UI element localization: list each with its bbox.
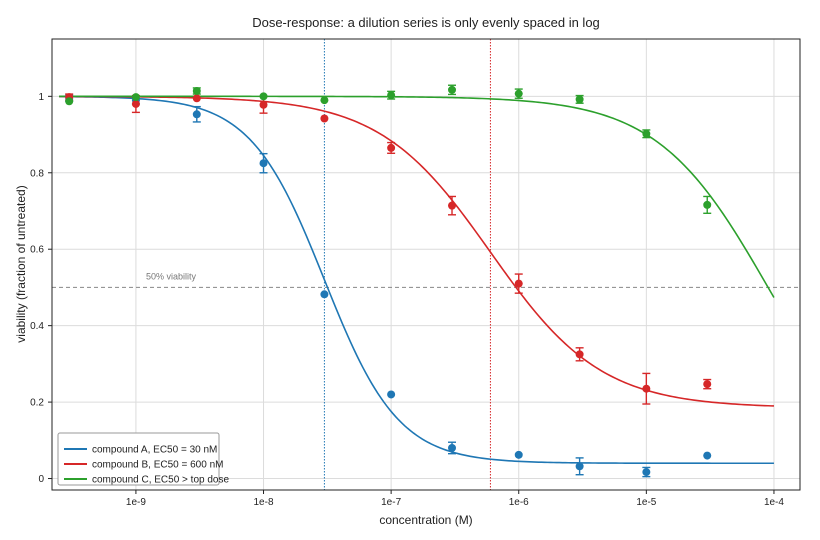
y-tick-label: 0: [38, 474, 44, 485]
data-point-series-2: [320, 96, 329, 105]
legend-box: [57, 432, 220, 486]
fit-curve-series-2: [59, 95, 775, 298]
legend-entry-0: compound A, EC50 = 30 nM: [92, 445, 217, 456]
x-tick-label: 1e-7: [381, 497, 401, 508]
legend-entry-2: compound C, EC50 > top dose: [92, 475, 229, 486]
data-point-series-2: [192, 86, 201, 95]
y-tick-label: 0.6: [30, 245, 44, 256]
data-point-series-1: [448, 201, 457, 210]
grid: [52, 39, 800, 490]
x-axis-label: concentration (M): [379, 513, 472, 527]
data-point-series-2: [259, 92, 268, 101]
data-point-series-2: [448, 85, 457, 94]
fit-curves: [59, 95, 775, 465]
data-point-series-0: [642, 468, 651, 477]
x-tick-label: 1e-8: [254, 497, 274, 508]
data-point-series-2: [65, 97, 74, 106]
data-point-series-1: [575, 350, 584, 359]
reference-lines: 50% viability: [52, 39, 800, 490]
y-axis-label: viability (fraction of untreated): [14, 185, 28, 342]
data-point-series-0: [387, 390, 396, 399]
data-point-series-0: [448, 443, 457, 452]
y-axis-ticks: 0 0.2 0.4 0.6 0.8 1: [30, 92, 52, 485]
fit-curve-series-0: [59, 95, 774, 465]
data-point-series-1: [259, 100, 268, 109]
data-point-series-2: [575, 95, 584, 104]
data-point-series-1: [642, 384, 651, 393]
data-point-series-1: [192, 94, 201, 103]
data-point-series-2: [703, 200, 712, 209]
data-point-series-1: [131, 99, 140, 108]
data-point-series-2: [642, 129, 651, 138]
y-tick-label: 0.8: [30, 168, 44, 179]
data-point-series-2: [514, 89, 523, 98]
data-point-series-0: [514, 450, 523, 459]
data-points: [65, 85, 712, 477]
x-axis-ticks: 1e-9 1e-8 1e-7 1e-6 1e-5 1e-4: [126, 490, 784, 508]
data-point-series-0: [575, 462, 584, 471]
fit-curve-series-1: [59, 95, 774, 407]
plot-frame: [51, 38, 801, 491]
y-tick-label: 0.2: [30, 398, 44, 409]
data-point-series-0: [192, 110, 201, 119]
x-tick-label: 1e-6: [509, 497, 529, 508]
x-tick-label: 1e-9: [126, 497, 146, 508]
data-point-series-2: [387, 91, 396, 100]
legend: compound A, EC50 = 30 nM compound B, EC50…: [57, 432, 229, 486]
y-tick-label: 0.4: [30, 321, 44, 332]
fifty-percent-label: 50% viability: [146, 271, 197, 281]
y-tick-label: 1: [38, 92, 44, 103]
data-point-series-1: [514, 279, 523, 288]
data-point-series-2: [131, 93, 140, 102]
x-tick-label: 1e-4: [764, 497, 784, 508]
legend-entry-1: compound B, EC50 = 600 nM: [92, 460, 223, 471]
x-tick-label: 1e-5: [636, 497, 656, 508]
data-point-series-1: [387, 143, 396, 152]
data-point-series-0: [703, 451, 712, 460]
data-point-series-1: [320, 114, 329, 123]
chart-title: Dose-response: a dilution series is only…: [252, 15, 600, 30]
data-point-series-0: [320, 290, 329, 299]
data-point-series-0: [259, 159, 268, 168]
data-point-series-1: [703, 380, 712, 389]
